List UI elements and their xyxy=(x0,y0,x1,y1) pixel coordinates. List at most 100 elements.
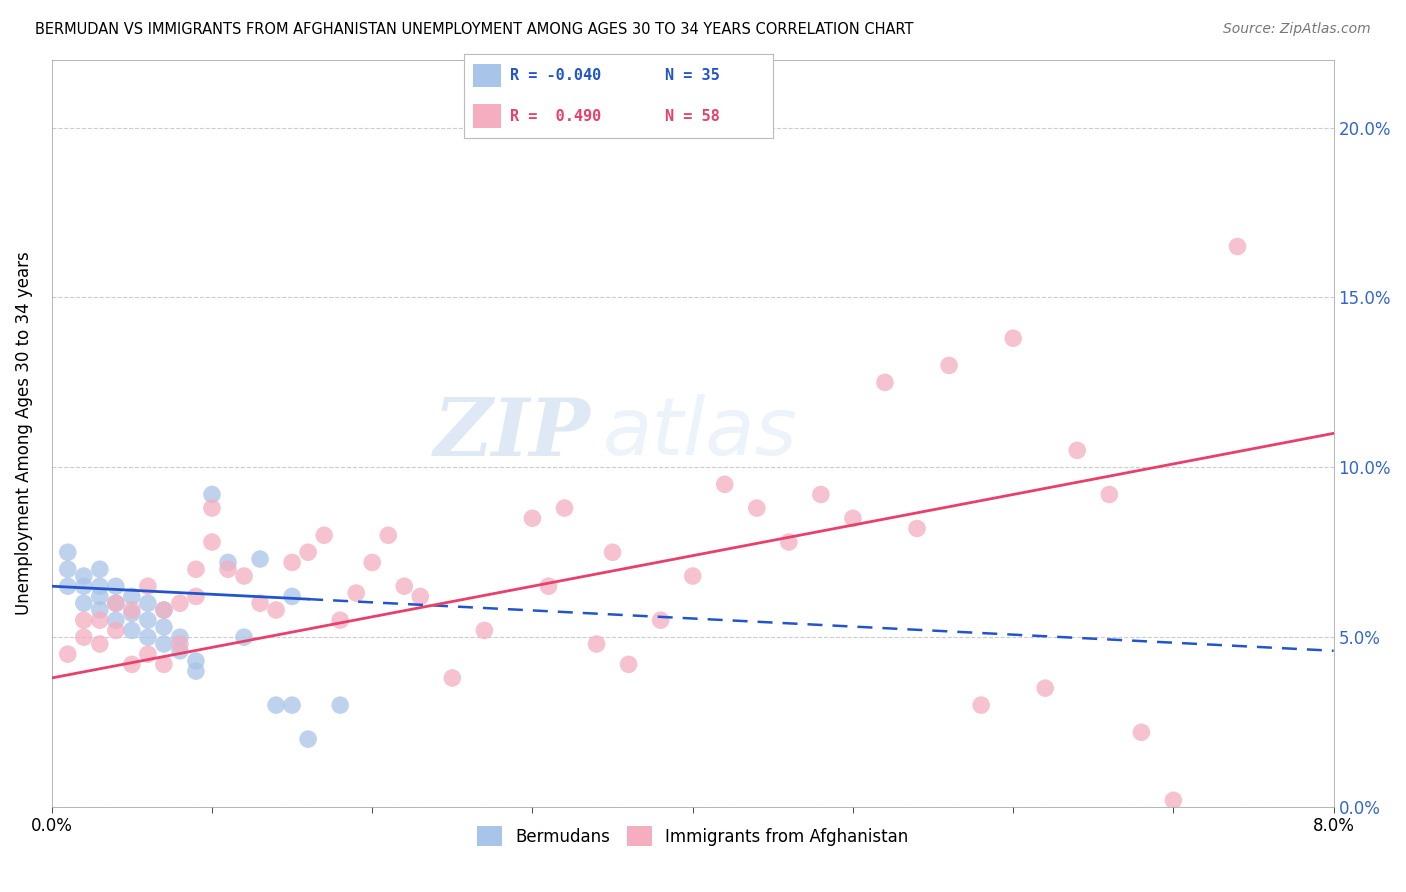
Point xyxy=(169,630,191,644)
Point xyxy=(217,556,239,570)
Point xyxy=(905,521,928,535)
Point xyxy=(713,477,735,491)
Point xyxy=(136,630,159,644)
Point xyxy=(169,637,191,651)
Point xyxy=(153,603,176,617)
Point xyxy=(842,511,865,525)
Point xyxy=(970,698,993,713)
Point xyxy=(344,586,367,600)
Point xyxy=(201,487,224,501)
Point xyxy=(184,562,207,576)
Point xyxy=(184,654,207,668)
Point xyxy=(297,732,319,747)
Point xyxy=(73,569,96,583)
Text: R = -0.040: R = -0.040 xyxy=(510,68,602,83)
Point xyxy=(361,556,384,570)
Text: atlas: atlas xyxy=(603,394,797,473)
Point xyxy=(56,562,79,576)
Point xyxy=(121,590,143,604)
Point xyxy=(249,552,271,566)
Point xyxy=(1033,681,1056,695)
Point xyxy=(201,501,224,516)
Bar xyxy=(474,63,501,87)
Text: N = 58: N = 58 xyxy=(665,109,720,124)
Point xyxy=(104,596,127,610)
Point xyxy=(441,671,464,685)
Point xyxy=(89,562,111,576)
Point xyxy=(474,624,496,638)
Point xyxy=(136,613,159,627)
Point xyxy=(104,579,127,593)
Text: Source: ZipAtlas.com: Source: ZipAtlas.com xyxy=(1223,22,1371,37)
Point xyxy=(233,569,256,583)
Point xyxy=(938,359,960,373)
Point xyxy=(682,569,704,583)
Point xyxy=(104,596,127,610)
Point xyxy=(650,613,672,627)
Point xyxy=(136,579,159,593)
Point xyxy=(104,613,127,627)
Point xyxy=(121,624,143,638)
Point xyxy=(153,637,176,651)
Point xyxy=(873,376,896,390)
Point xyxy=(104,624,127,638)
Point xyxy=(1226,239,1249,253)
Point xyxy=(153,657,176,672)
Point xyxy=(745,501,768,516)
Point xyxy=(281,556,304,570)
Point xyxy=(233,630,256,644)
Point xyxy=(1002,331,1025,345)
Point xyxy=(89,579,111,593)
Point xyxy=(121,603,143,617)
Point xyxy=(537,579,560,593)
Point xyxy=(249,596,271,610)
Point xyxy=(778,535,800,549)
Point xyxy=(409,590,432,604)
Point xyxy=(617,657,640,672)
Point xyxy=(522,511,544,525)
Point xyxy=(297,545,319,559)
Point xyxy=(329,698,352,713)
Point xyxy=(56,579,79,593)
Point xyxy=(217,562,239,576)
Point xyxy=(169,644,191,658)
Point xyxy=(281,698,304,713)
Point xyxy=(201,535,224,549)
Bar xyxy=(474,104,501,128)
Point xyxy=(153,603,176,617)
Point xyxy=(1130,725,1153,739)
Text: N = 35: N = 35 xyxy=(665,68,720,83)
Point xyxy=(394,579,416,593)
Point xyxy=(810,487,832,501)
Point xyxy=(153,620,176,634)
Point xyxy=(89,637,111,651)
Point xyxy=(169,596,191,610)
Point xyxy=(73,613,96,627)
Y-axis label: Unemployment Among Ages 30 to 34 years: Unemployment Among Ages 30 to 34 years xyxy=(15,252,32,615)
Point xyxy=(553,501,575,516)
Point xyxy=(56,545,79,559)
Point xyxy=(329,613,352,627)
Point xyxy=(73,630,96,644)
Text: R =  0.490: R = 0.490 xyxy=(510,109,602,124)
Point xyxy=(89,613,111,627)
Point xyxy=(377,528,399,542)
Point xyxy=(281,590,304,604)
Point xyxy=(56,647,79,661)
Point xyxy=(264,698,287,713)
Point xyxy=(184,590,207,604)
Point xyxy=(89,603,111,617)
Point xyxy=(585,637,607,651)
Point xyxy=(136,596,159,610)
Point xyxy=(121,607,143,621)
Point xyxy=(602,545,624,559)
Point xyxy=(184,664,207,678)
Point xyxy=(121,657,143,672)
Point xyxy=(73,579,96,593)
Legend: Bermudans, Immigrants from Afghanistan: Bermudans, Immigrants from Afghanistan xyxy=(468,818,917,855)
Point xyxy=(136,647,159,661)
Point xyxy=(1098,487,1121,501)
Text: BERMUDAN VS IMMIGRANTS FROM AFGHANISTAN UNEMPLOYMENT AMONG AGES 30 TO 34 YEARS C: BERMUDAN VS IMMIGRANTS FROM AFGHANISTAN … xyxy=(35,22,914,37)
Point xyxy=(89,590,111,604)
Text: ZIP: ZIP xyxy=(433,394,591,472)
